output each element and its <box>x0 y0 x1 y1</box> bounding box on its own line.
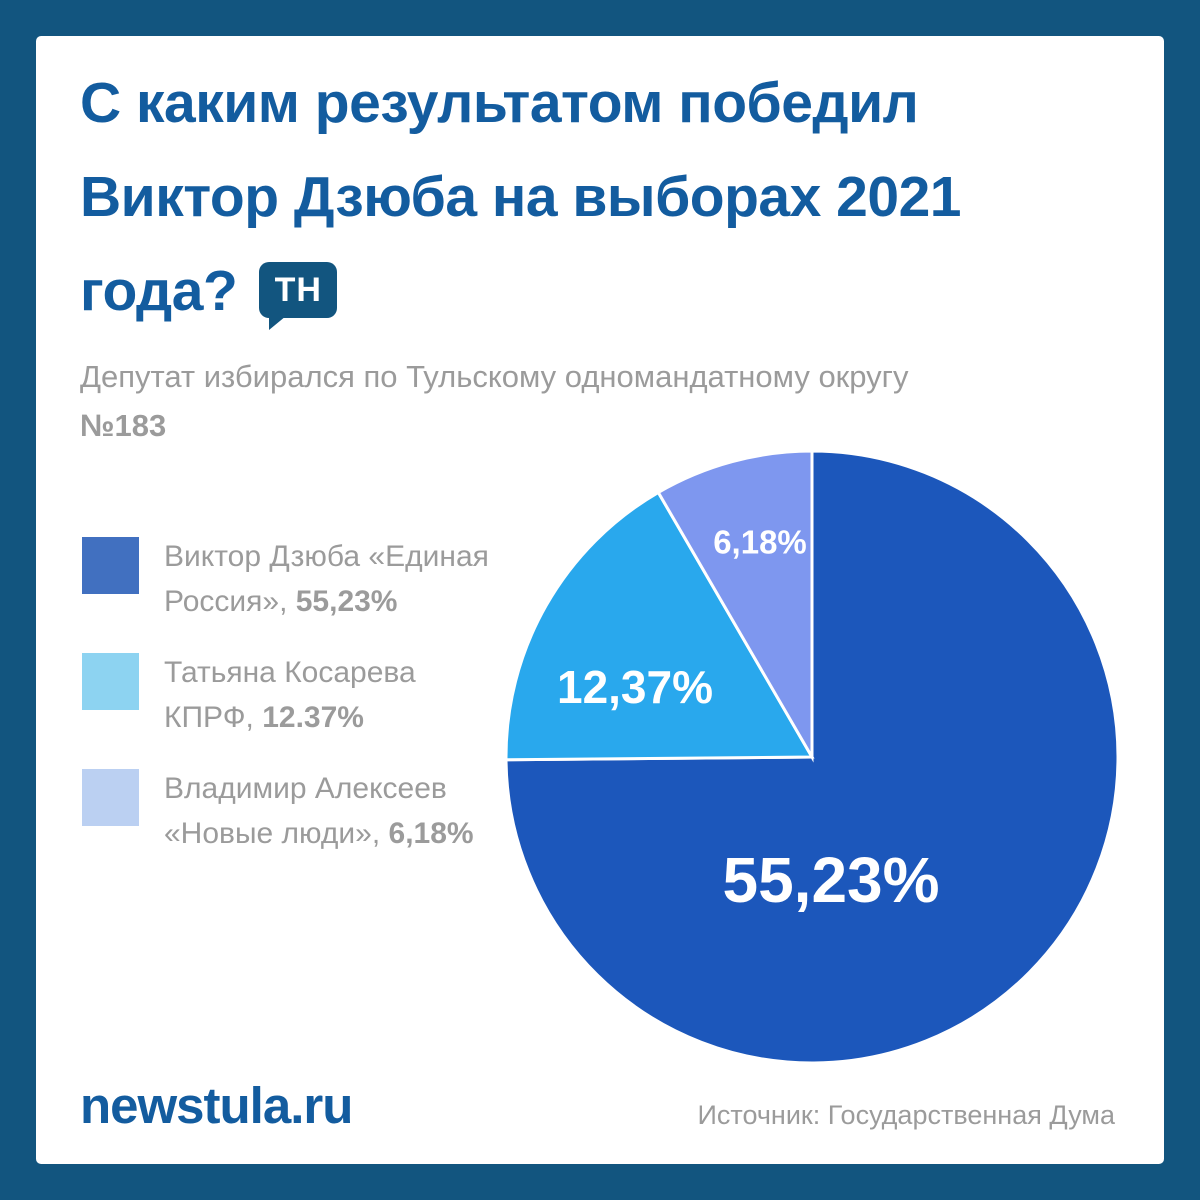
legend-name-3: Владимир Алексеев «Новые люди», <box>164 772 447 850</box>
subtitle-text: Депутат избирался по Тульскому одноманда… <box>80 359 909 394</box>
tn-logo-tail-icon <box>269 316 287 330</box>
title-line-2: Виктор Дзюба на выборах 2021 <box>80 165 961 229</box>
legend-value-1: 55,23% <box>295 585 398 618</box>
pie-label-1: 55,23% <box>722 844 939 916</box>
legend-name-1: Виктор Дзюба «Единая Россия», <box>164 540 489 618</box>
title-line-3: года? ТН <box>80 244 1070 338</box>
legend-value-2: 12.37% <box>262 701 364 734</box>
legend-item-1: Виктор Дзюба «Единая Россия», 55,23% <box>82 534 502 624</box>
legend-label-1: Виктор Дзюба «Единая Россия», 55,23% <box>164 534 494 624</box>
legend-label-2: Татьяна Косарева КПРФ, 12.37% <box>164 650 494 740</box>
legend-label-3: Владимир Алексеев «Новые люди», 6,18% <box>164 766 494 856</box>
district-number: №183 <box>80 408 167 443</box>
pie-slice-2 <box>504 490 815 762</box>
legend-item-2: Татьяна Косарева КПРФ, 12.37% <box>82 650 502 740</box>
pie-slice-3 <box>656 449 814 763</box>
tn-logo-text: ТН <box>274 271 322 309</box>
legend-value-3: 6,18% <box>388 817 474 850</box>
chart-legend: Виктор Дзюба «Единая Россия», 55,23% Тат… <box>82 534 502 882</box>
page-title: С каким результатом победил Виктор Дзюба… <box>80 56 1070 338</box>
legend-swatch-1 <box>82 537 139 594</box>
source-attribution: Источник: Государственная Дума <box>697 1100 1115 1130</box>
legend-swatch-2 <box>82 653 139 710</box>
brand-logo: newstula.ru <box>80 1077 353 1134</box>
title-line-1: С каким результатом победил <box>80 71 919 135</box>
pie-chart-svg: 55,23% 12,37% 6,18% <box>504 449 1120 1065</box>
legend-name-2: Татьяна Косарева КПРФ, <box>164 656 416 734</box>
tn-logo-badge: ТН <box>259 262 338 330</box>
pie-label-2: 12,37% <box>557 661 713 713</box>
subtitle: Депутат избирался по Тульскому одноманда… <box>80 352 1110 450</box>
pie-label-3: 6,18% <box>713 524 807 561</box>
legend-item-3: Владимир Алексеев «Новые люди», 6,18% <box>82 766 502 856</box>
legend-swatch-3 <box>82 769 139 826</box>
title-line-3-text: года? <box>80 259 238 323</box>
